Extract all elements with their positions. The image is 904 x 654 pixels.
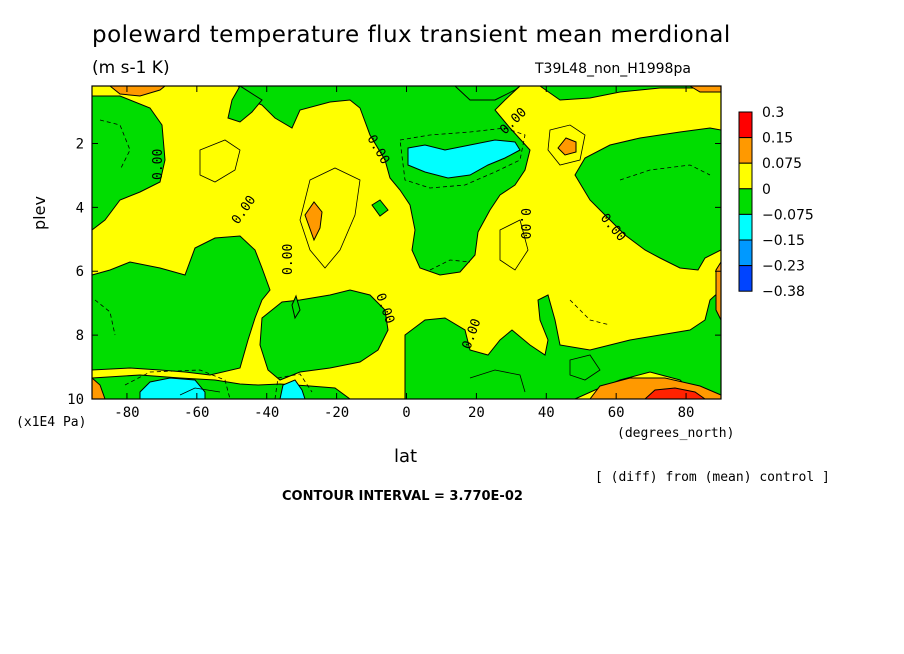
region-positive-mid [304,201,323,242]
x-axis: -80 -60 -40 -20 0 20 40 60 80 [114,86,694,421]
colorbar: 0.3 0.15 0.075 0 −0.075 −0.15 −0.23 −0.38 [738,105,814,300]
contour-label: 0.00 [151,149,166,180]
region-negative [91,95,166,232]
x-axis-label: lat [394,446,418,467]
colorbar-swatch [738,137,753,164]
colorbar-swatch [738,111,753,139]
colorbar-label: 0.3 [762,105,784,121]
x-tick-label: -80 [114,405,139,421]
region-negative [227,85,263,123]
run-id: T39L48_non_H1998pa [535,61,691,77]
x-tick-label: -60 [184,405,209,421]
contour-interval: CONTOUR INTERVAL = 3.770E-02 [282,489,523,504]
x-tick-label: 0 [402,405,410,421]
y-tick-label: 8 [76,328,84,344]
y-tick-label: 10 [67,392,84,408]
contour-label: 0.00 [517,208,532,239]
x-tick-label: 20 [468,405,485,421]
diff-note: [ (diff) from (mean) control ] [595,470,830,485]
region-negative [291,294,301,320]
contour-label: 0.00 [281,244,296,275]
colorbar-label: 0.15 [762,131,793,147]
y-axis: 2 4 6 8 10 [67,136,721,408]
colorbar-label: −0.23 [762,259,805,275]
region-negative [259,289,389,381]
region-positive-mid [557,137,577,156]
colorbar-swatch [738,239,753,267]
colorbar-swatch [738,162,753,190]
colorbar-label: −0.38 [762,284,805,300]
x-tick-label: 40 [538,405,555,421]
region-negative [574,127,722,271]
region-positive-mid [715,260,722,321]
colorbar-label: 0 [762,182,771,198]
region-negative [404,288,722,400]
region-negative [91,235,271,376]
y-tick-label: 4 [76,200,84,216]
plot-area: 0.00 0.00 0.00 0.00 0.00 0.00 0.00 0.00 … [91,85,722,400]
region-negative-mid [407,139,521,179]
colorbar-swatch [738,265,753,292]
y-tick-label: 6 [76,264,84,280]
x-tick-label: -20 [324,405,349,421]
colorbar-label: −0.15 [762,233,805,249]
y-axis-units: (x1E4 Pa) [16,415,87,430]
contour-lines [179,124,601,396]
chart-title: poleward temperature flux transient mean… [92,22,731,48]
chart-units: (m s-1 K) [92,58,170,78]
contour-lines-negative [94,119,711,400]
colorbar-swatch [738,213,753,241]
colorbar-label: 0.075 [762,156,802,172]
colorbar-label: −0.075 [762,207,814,223]
region-negative [371,199,389,217]
x-tick-label: -40 [254,405,279,421]
x-tick-label: 80 [678,405,695,421]
y-tick-label: 2 [76,136,84,152]
x-tick-label: 60 [608,405,625,421]
x-axis-units: (degrees_north) [617,426,735,441]
colorbar-swatch [738,188,753,215]
